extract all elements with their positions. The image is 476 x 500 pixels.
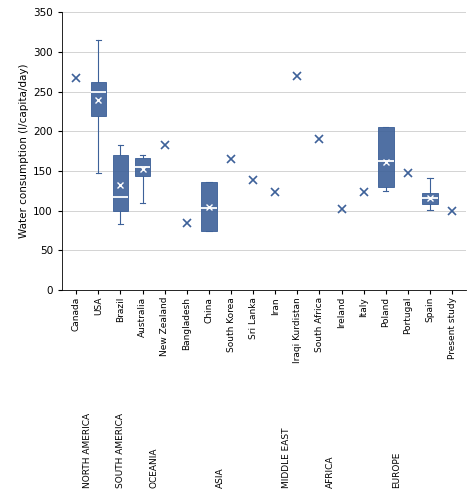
Bar [135,158,150,176]
Bar [113,155,128,210]
Text: MIDDLE EAST: MIDDLE EAST [282,427,291,488]
Bar [422,194,438,204]
Text: EUROPE: EUROPE [392,451,401,488]
Bar [201,182,217,230]
Text: AFRICA: AFRICA [326,455,335,488]
Text: OCEANIA: OCEANIA [149,447,158,488]
Y-axis label: Water consumption (l/capita/day): Water consumption (l/capita/day) [19,64,29,238]
Text: ASIA: ASIA [216,467,225,487]
Text: SOUTH AMERICA: SOUTH AMERICA [116,412,125,488]
Bar [378,128,394,187]
Bar [90,82,106,116]
Text: NORTH AMERICA: NORTH AMERICA [83,412,92,488]
